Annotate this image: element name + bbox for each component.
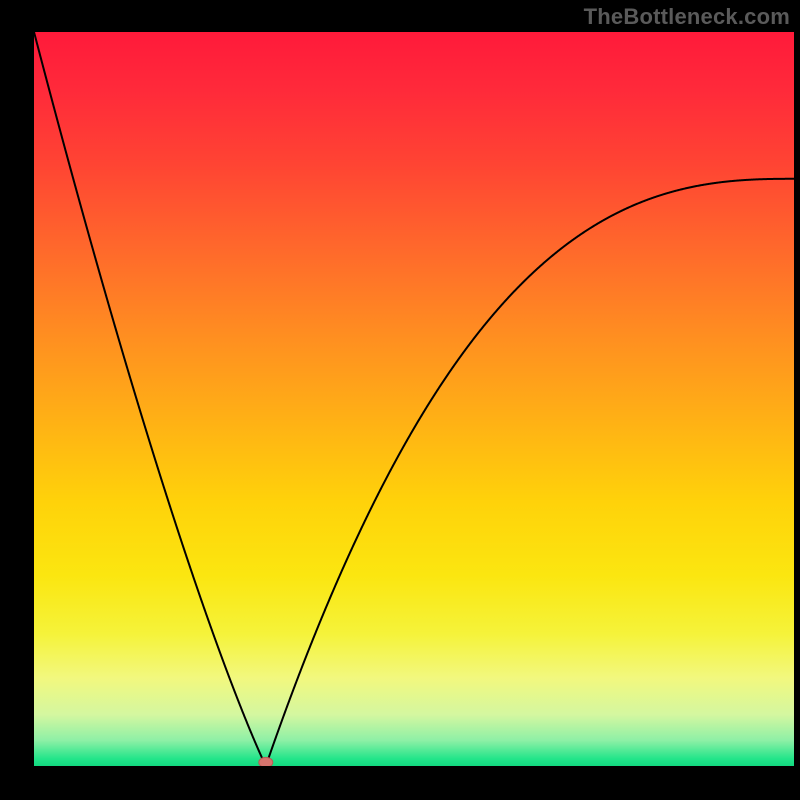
plot-svg: [34, 32, 794, 766]
gradient-background: [34, 32, 794, 766]
optimal-point-marker: [259, 757, 273, 766]
bottleneck-chart: [34, 32, 794, 766]
chart-frame: TheBottleneck.com: [0, 0, 800, 800]
watermark-text: TheBottleneck.com: [584, 4, 790, 30]
